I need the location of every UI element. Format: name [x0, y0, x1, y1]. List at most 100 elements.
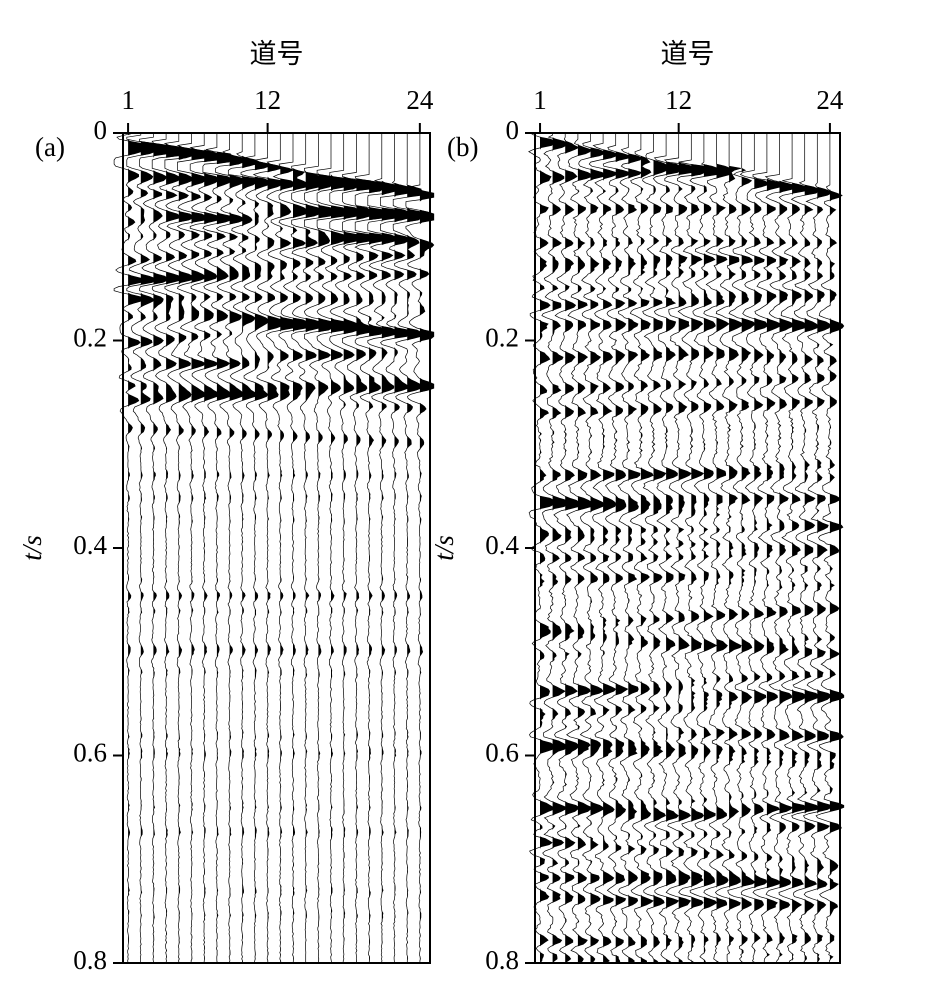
- trace-wiggle: [176, 133, 206, 964]
- y-tick-label: 0.4: [73, 530, 107, 560]
- trace-fill: [394, 133, 409, 963]
- trace-wiggle: [727, 133, 757, 964]
- y-tick-label: 0.2: [485, 323, 519, 353]
- trace-wiggle: [215, 133, 244, 964]
- trace-wiggle: [803, 133, 832, 964]
- trace-fill: [166, 133, 181, 963]
- trace-wiggle: [629, 133, 654, 964]
- y-tick-label: 0.8: [485, 945, 519, 975]
- x-tick-label: 1: [533, 85, 547, 115]
- trace-fill: [216, 133, 231, 963]
- trace-wiggle: [578, 133, 605, 964]
- trace-fill: [577, 133, 592, 963]
- trace-fill: [153, 133, 168, 963]
- trace-fill: [666, 133, 680, 963]
- trace-fill: [128, 133, 142, 963]
- trace-wiggle: [553, 133, 580, 964]
- trace-wiggle: [528, 132, 555, 964]
- trace-wiggle: [304, 133, 333, 963]
- trace-wiggle: [602, 133, 630, 964]
- x-tick-label: 24: [816, 85, 844, 115]
- trace-wiggle: [739, 133, 769, 964]
- trace-wiggle: [291, 133, 320, 964]
- trace-fill: [804, 133, 819, 963]
- trace-fill: [305, 133, 320, 963]
- trace-wiggle: [689, 133, 719, 964]
- trace-wiggle: [240, 133, 270, 964]
- trace-fill: [628, 133, 643, 963]
- trace-fill: [381, 133, 396, 963]
- trace-fill: [716, 133, 731, 963]
- x-axis-title: 道号: [661, 39, 715, 69]
- trace-wiggle: [126, 133, 156, 963]
- trace-wiggle: [139, 133, 168, 964]
- trace-wiggle: [617, 133, 643, 964]
- panel-label: (a): [35, 132, 65, 162]
- trace-fill: [331, 133, 345, 963]
- x-tick-label: 12: [665, 85, 692, 115]
- trace-fill: [280, 133, 295, 963]
- trace-wiggle: [329, 133, 359, 963]
- trace-fill: [691, 133, 706, 963]
- trace-fill: [229, 133, 244, 963]
- y-tick-label: 0: [94, 115, 108, 145]
- trace-fill: [678, 133, 693, 963]
- trace-wiggle: [227, 133, 257, 964]
- x-axis-title: 道号: [250, 39, 304, 69]
- trace-wiggle: [778, 133, 807, 964]
- y-tick-label: 0.6: [485, 738, 519, 768]
- x-tick-label: 12: [254, 85, 281, 115]
- trace-fill: [204, 133, 219, 963]
- trace-fill: [343, 133, 358, 963]
- trace-wiggle: [163, 133, 194, 964]
- panel: 道号 (a) t/s 1 12 24 0 0.2 0.4 0.6 0.8: [17, 39, 435, 975]
- trace-fill: [565, 133, 580, 963]
- y-axis-title: t/s: [17, 535, 47, 561]
- trace-wiggle: [354, 133, 384, 964]
- trace-fill: [369, 133, 384, 963]
- plot-frame: [534, 132, 841, 964]
- trace-fill: [603, 133, 617, 963]
- trace-wiggle: [405, 133, 435, 964]
- trace-wiggle: [588, 133, 618, 964]
- trace-fill: [729, 133, 743, 963]
- trace-fill: [653, 133, 668, 963]
- trace-wiggle: [642, 133, 668, 964]
- trace-fill: [754, 133, 769, 963]
- trace-fill: [178, 133, 193, 963]
- trace-fill: [741, 133, 756, 963]
- trace-wiggle: [790, 133, 820, 964]
- trace-wiggle: [252, 133, 283, 964]
- trace-fill: [318, 133, 333, 963]
- trace-fill: [540, 133, 554, 963]
- trace-wiggle: [566, 133, 593, 964]
- trace-wiggle: [202, 133, 232, 964]
- y-tick-label: 0.2: [73, 323, 107, 353]
- trace-wiggle: [764, 133, 794, 964]
- y-axis-title: t/s: [429, 535, 459, 561]
- trace-fill: [779, 133, 794, 963]
- trace-fill: [703, 133, 718, 963]
- trace-wiggle: [189, 133, 219, 964]
- trace-fill: [267, 133, 282, 963]
- y-tick-label: 0.8: [73, 945, 107, 975]
- trace-fill: [552, 133, 567, 963]
- trace-wiggle: [380, 133, 409, 964]
- y-tick-label: 0.4: [485, 530, 519, 560]
- x-tick-label: 1: [121, 85, 135, 115]
- panel: 道号 (b) t/s 1 12 24 0 0.2 0.4 0.6 0.8: [429, 39, 845, 975]
- trace-wiggle: [342, 133, 371, 964]
- trace-wiggle: [266, 133, 295, 964]
- trace-fill: [766, 133, 781, 963]
- trace-wiggle: [815, 133, 845, 964]
- trace-fill: [254, 133, 269, 963]
- trace-wiggle: [367, 133, 397, 964]
- trace-wiggle: [677, 133, 706, 964]
- y-tick-label: 0.6: [73, 738, 107, 768]
- trace-wiggle: [541, 133, 568, 964]
- trace-wiggle: [752, 133, 782, 964]
- y-tick-label: 0: [506, 115, 520, 145]
- trace-wiggle: [316, 133, 346, 964]
- trace-wiggle: [703, 133, 731, 964]
